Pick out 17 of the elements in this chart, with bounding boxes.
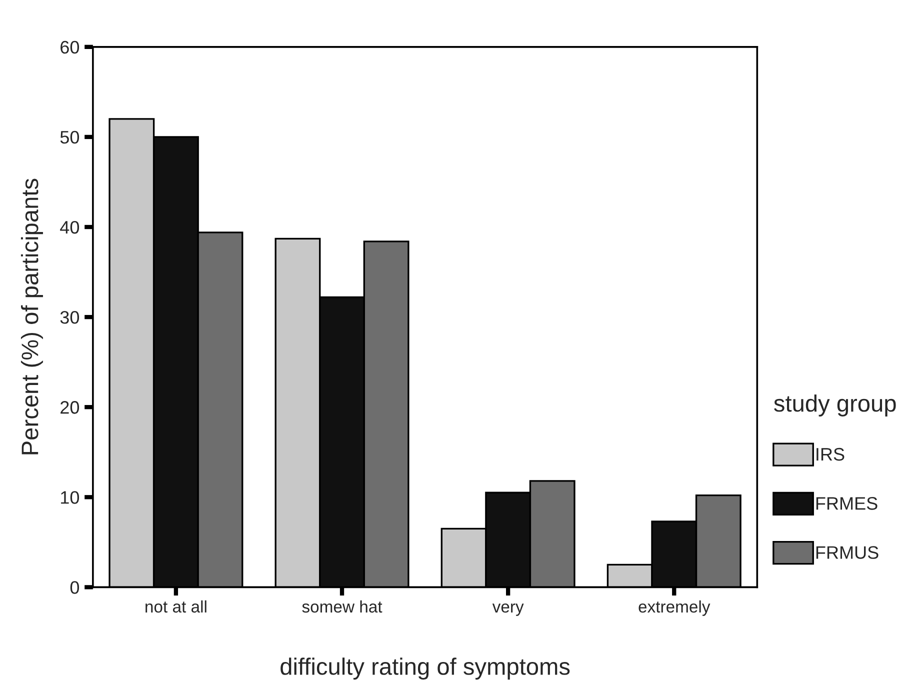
y-tick-label: 50: [60, 130, 80, 144]
x-tick-label: not at all: [146, 600, 206, 613]
legend-label: FRMUS: [816, 546, 878, 559]
x-tick-label: extremely: [638, 600, 710, 616]
legend-label: IRS: [816, 448, 844, 461]
x-tick-label: somew hat: [302, 600, 382, 613]
y-tick-label: 0: [70, 581, 80, 594]
y-tick-label: 40: [60, 220, 80, 234]
legend-title: study group: [774, 394, 896, 416]
y-tick-label: 10: [61, 491, 80, 504]
x-axis-title: difficulty rating of symptoms: [280, 658, 570, 680]
legend-label: FRMES: [816, 497, 878, 510]
y-axis-title: Percent (%) of participants: [20, 178, 43, 454]
y-tick-label: 30: [60, 310, 80, 324]
y-tick-label: 20: [60, 401, 80, 414]
y-tick-label: 60: [60, 40, 80, 54]
x-tick-label: very: [492, 603, 524, 616]
